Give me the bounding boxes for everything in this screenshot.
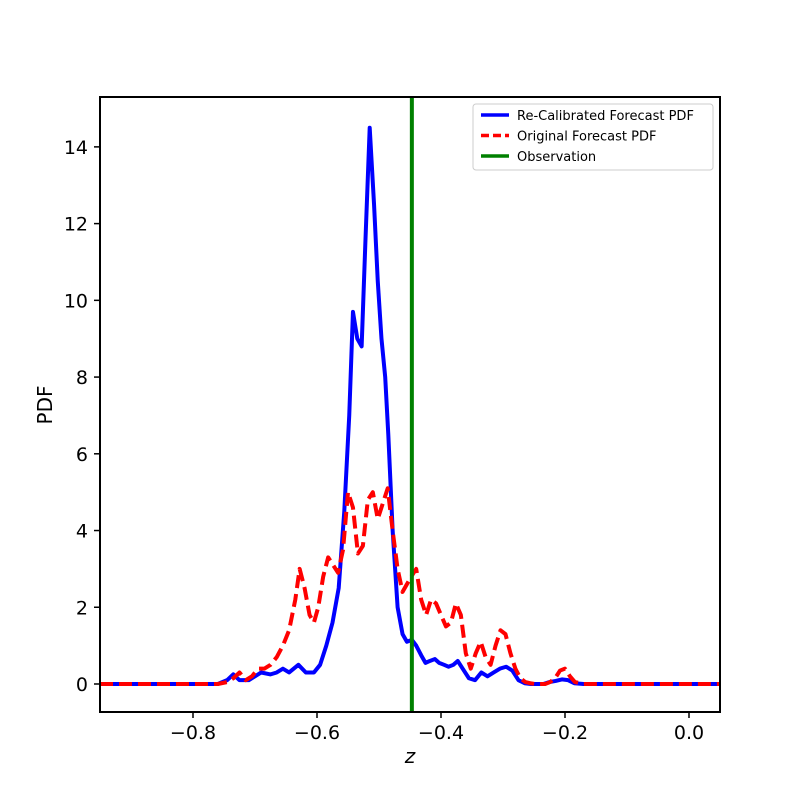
series-layer (100, 97, 720, 712)
series-line-2 (100, 486, 720, 686)
y-tick-label: 10 (64, 290, 88, 312)
x-tick-label: −0.6 (294, 722, 340, 744)
x-tick-label: −0.2 (542, 722, 588, 744)
legend: Re-Calibrated Forecast PDF Original Forec… (472, 103, 714, 171)
y-tick-label: 12 (64, 214, 88, 236)
y-tick-label: 6 (76, 444, 88, 466)
y-tick-label: 14 (64, 137, 88, 159)
y-axis-label: PDF (33, 386, 57, 425)
y-tick-label: 8 (76, 367, 88, 389)
legend-box (472, 103, 714, 171)
y-tick-label: 0 (76, 674, 88, 696)
plot-frame (99, 96, 721, 713)
legend-entry: Observation (517, 150, 596, 165)
legend-entry: Original Forecast PDF (517, 130, 656, 145)
y-tick-label: 2 (76, 597, 88, 619)
y-tick-label: 4 (76, 521, 88, 543)
x-axis-label: z (404, 744, 416, 768)
x-tick-label: −0.8 (170, 722, 216, 744)
x-axis: −0.8 −0.6 −0.4 −0.2 0.0 (170, 712, 704, 744)
y-axis: 0 2 4 6 8 10 12 14 (64, 137, 100, 696)
series-line-1 (100, 125, 720, 686)
legend-entry: Re-Calibrated Forecast PDF (517, 109, 694, 124)
x-tick-label: −0.4 (418, 722, 464, 744)
x-tick-label: 0.0 (674, 722, 704, 744)
